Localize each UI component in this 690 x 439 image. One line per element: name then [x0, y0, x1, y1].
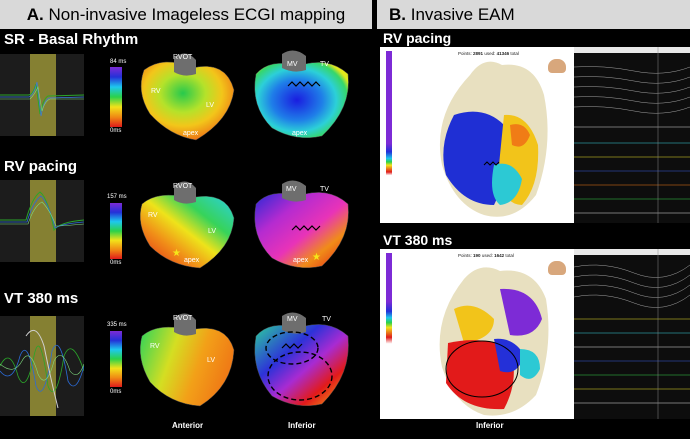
- egm-traces-vt: [573, 249, 690, 419]
- egm-traces-rv: [573, 47, 690, 223]
- scale-max-sr: 84 ms: [110, 59, 127, 65]
- label-rv: RV: [151, 88, 161, 95]
- label-rv: RV: [148, 212, 158, 219]
- heart-anterior-rv: ★: [140, 181, 235, 269]
- eam-title-vt: VT 380 ms: [383, 232, 453, 248]
- row-title-rv: RV pacing: [4, 158, 78, 175]
- label-mv: MV: [287, 61, 298, 68]
- scale-min-vt: 0ms: [110, 389, 122, 395]
- scale-min-sr: 0ms: [110, 128, 122, 134]
- color-scale-sr: [110, 67, 122, 127]
- heart-inferior-vt: [254, 312, 349, 406]
- eam-color-scale: [386, 51, 392, 219]
- label-tv: TV: [322, 316, 331, 323]
- heart-anterior-sr: [140, 53, 235, 141]
- row-title-sr: SR - Basal Rhythm: [4, 31, 139, 48]
- label-lv: LV: [207, 357, 216, 364]
- label-rvot: RVOT: [173, 315, 193, 322]
- eam-stats-rv: Points: 2891 used: 41346 total: [458, 51, 519, 56]
- label-apex: apex: [183, 130, 199, 137]
- eam-anatomy-vt: [439, 267, 549, 416]
- label-lv: LV: [206, 102, 215, 109]
- heart-anterior-vt: [140, 313, 235, 407]
- eam-color-scale: [386, 253, 392, 415]
- ecg-waveform: [0, 191, 84, 232]
- label-rv: RV: [150, 343, 160, 350]
- panel-a-header: A. Non-invasive Imageless ECGI mapping: [0, 0, 372, 29]
- label-tv: TV: [320, 61, 329, 68]
- eam-map-vt: Points: 190 used: 1642 total: [380, 249, 690, 419]
- eam-title-rv: RV pacing: [383, 30, 452, 46]
- label-apex: apex: [293, 257, 309, 264]
- eam-anatomy-rv: [439, 61, 548, 217]
- view-label-anterior: Anterior: [172, 421, 204, 430]
- ecg-trace-rv: [0, 180, 84, 262]
- ecg-waveform: [0, 81, 84, 117]
- ecg-trace-sr: [0, 54, 84, 136]
- label-mv: MV: [287, 316, 298, 323]
- svg-text:★: ★: [172, 248, 181, 259]
- orientation-hand-icon: [548, 261, 566, 275]
- label-apex: apex: [184, 257, 200, 264]
- svg-text:★: ★: [312, 252, 321, 263]
- color-scale-vt: [110, 331, 122, 387]
- label-apex: apex: [292, 130, 308, 137]
- panel-divider: [372, 0, 377, 439]
- heart-inferior-sr: [254, 50, 349, 138]
- panel-b-label: B.: [389, 5, 406, 24]
- eam-stats-vt: Points: 190 used: 1642 total: [458, 253, 514, 258]
- scale-max-vt: 335 ms: [107, 322, 127, 328]
- panel-b-header: B. Invasive EAM: [377, 0, 690, 29]
- scale-min-rv: 0ms: [110, 260, 122, 266]
- label-rvot: RVOT: [173, 54, 193, 61]
- label-mv: MV: [286, 186, 297, 193]
- label-tv: TV: [320, 186, 329, 193]
- label-lv: LV: [208, 228, 217, 235]
- analysis-window: [30, 316, 56, 416]
- panel-a-title: Non-invasive Imageless ECGI mapping: [48, 5, 346, 24]
- analysis-window: [30, 54, 56, 136]
- view-label-inferior-eam: Inferior: [476, 421, 504, 430]
- panel-b-title: Invasive EAM: [410, 5, 515, 24]
- scale-max-rv: 157 ms: [107, 194, 127, 200]
- eam-map-rv: Points: 2891 used: 41346 total: [380, 47, 690, 223]
- row-title-vt: VT 380 ms: [4, 290, 79, 307]
- ecg-trace-vt: [0, 316, 84, 416]
- heart-inferior-rv: ★: [254, 180, 349, 268]
- color-scale-rv: [110, 203, 122, 259]
- orientation-hand-icon: [548, 59, 566, 73]
- panel-a-label: A.: [26, 5, 44, 24]
- label-rvot: RVOT: [173, 183, 193, 190]
- view-label-inferior: Inferior: [288, 421, 316, 430]
- ecg-waveform: [0, 329, 84, 409]
